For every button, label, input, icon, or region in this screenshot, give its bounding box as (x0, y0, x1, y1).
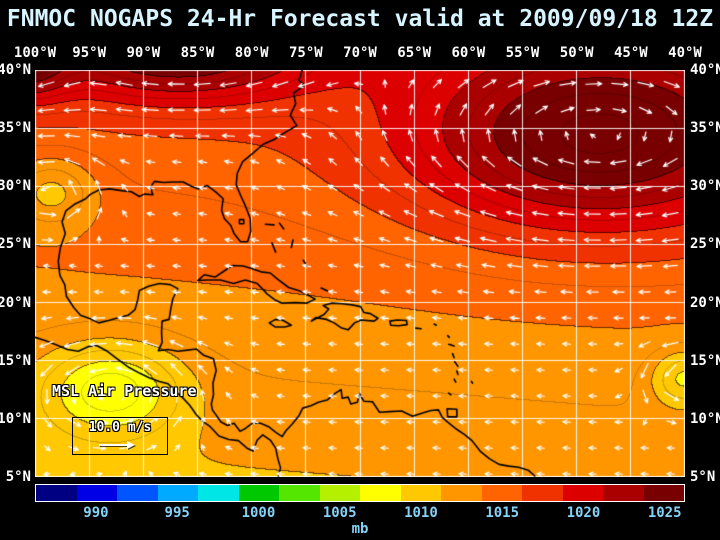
lon-tick-label: 55°W (505, 45, 540, 61)
pressure-field-map (35, 70, 685, 477)
lon-tick-label: 40°W (668, 45, 702, 61)
colorbar-tick-label: 1005 (322, 505, 357, 521)
colorbar-tick-label: 990 (83, 505, 109, 521)
lat-tick-label-left: 5°N (5, 469, 31, 485)
lat-tick-label-left: 30°N (0, 178, 31, 195)
colorbar-segment (117, 485, 158, 501)
colorbar-unit-label: mb (351, 521, 369, 537)
colorbar-segment (279, 485, 320, 501)
colorbar-tick-label: 995 (164, 505, 190, 521)
lat-tick-label-left: 35°N (0, 120, 31, 137)
colorbar-segment (76, 485, 117, 501)
wind-scale-label: 10.0 m/s (88, 420, 152, 435)
colorbar-tick-label: 1010 (404, 505, 438, 521)
field-label: MSL Air Pressure (52, 382, 197, 400)
lat-tick-label-right: 15°N (690, 352, 720, 369)
map-area: MSL Air Pressure 10.0 m/s (35, 70, 685, 477)
lat-tick-label-right: 30°N (690, 178, 720, 195)
colorbar-segment (562, 485, 603, 501)
wind-scale-arrow-icon (99, 441, 135, 449)
lon-tick-label: 80°W (234, 45, 269, 61)
colorbar-segment (198, 485, 239, 501)
colorbar-segment (238, 485, 279, 501)
colorbar-tick-label: 1025 (647, 505, 682, 521)
lon-tick-label: 95°W (72, 45, 107, 61)
colorbar-tick-label: 1000 (241, 505, 276, 521)
arrow-head (127, 441, 135, 449)
colorbar-tick-label: 1015 (485, 505, 520, 521)
lon-tick-label: 65°W (397, 45, 432, 61)
colorbar-segment (157, 485, 198, 501)
lon-tick-label: 90°W (126, 45, 161, 61)
lon-tick-label: 70°W (343, 45, 377, 61)
chart-title: FNMOC NOGAPS 24-Hr Forecast valid at 200… (6, 6, 714, 32)
colorbar-tick-label: 1020 (566, 505, 601, 521)
lat-tick-label-left: 25°N (0, 236, 31, 253)
colorbar-segment (36, 485, 77, 501)
colorbar-segment (360, 485, 401, 501)
colorbar-segment (441, 485, 482, 501)
wind-scale-legend: 10.0 m/s (72, 417, 168, 455)
lon-tick-label: 85°W (180, 45, 215, 61)
lon-tick-label: 75°W (288, 45, 323, 61)
colorbar-segment (522, 485, 563, 501)
lat-tick-label-right: 5°N (690, 469, 716, 485)
colorbar-segment (319, 485, 360, 501)
lat-tick-label-left: 20°N (0, 294, 31, 311)
colorbar-segment (603, 485, 644, 501)
lon-tick-label: 45°W (613, 45, 648, 61)
lat-tick-label-right: 25°N (690, 236, 720, 253)
lat-tick-label-left: 15°N (0, 352, 31, 369)
lat-tick-label-left: 40°N (0, 62, 31, 78)
colorbar-segment (643, 485, 684, 501)
lon-tick-label: 100°W (13, 45, 57, 61)
arrow-shaft (99, 444, 127, 446)
colorbar (35, 484, 685, 502)
lat-tick-label-right: 35°N (690, 120, 720, 137)
lon-tick-label: 60°W (451, 45, 486, 61)
lat-tick-label-right: 10°N (690, 410, 720, 427)
colorbar-segment (400, 485, 441, 501)
lat-tick-label-right: 40°N (690, 62, 720, 78)
lat-tick-label-left: 10°N (0, 410, 31, 427)
colorbar-segment (481, 485, 522, 501)
lat-tick-label-right: 20°N (690, 294, 720, 311)
lon-tick-label: 50°W (559, 45, 594, 61)
